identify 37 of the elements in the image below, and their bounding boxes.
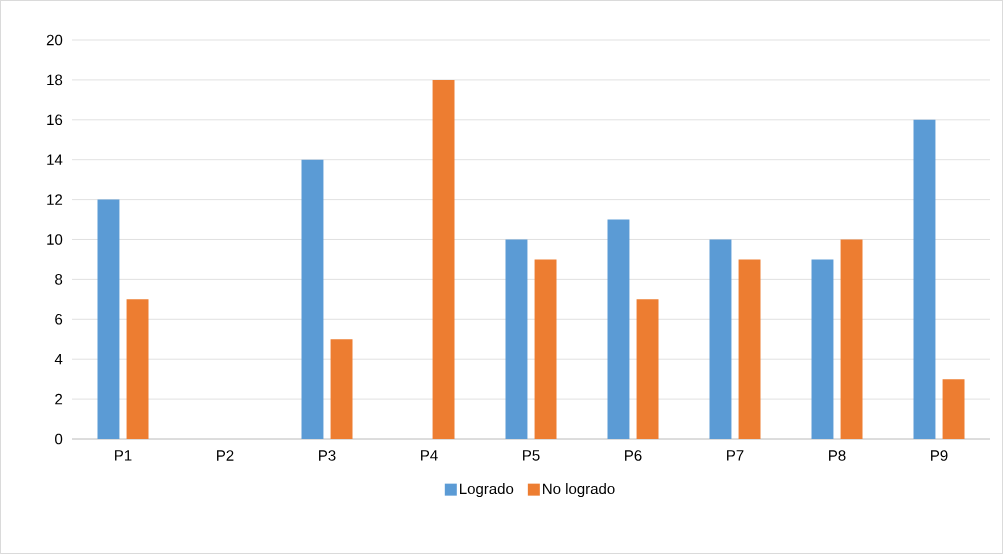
legend-label: Logrado	[460, 483, 514, 498]
x-tick-label: P6	[625, 450, 642, 461]
legend-label: No logrado	[543, 483, 615, 498]
x-tick-label: P8	[829, 450, 846, 461]
y-tick-label: 8	[55, 274, 63, 285]
y-tick-label: 10	[47, 234, 63, 245]
x-tick-label: P3	[319, 450, 336, 461]
x-tick-label: P2	[217, 450, 234, 461]
x-tick-label: P4	[421, 450, 438, 461]
bar	[432, 79, 455, 439]
bar	[534, 259, 557, 439]
x-tick-label: P1	[115, 450, 132, 461]
y-tick-label: 6	[55, 313, 63, 325]
bar	[636, 299, 659, 439]
bar	[301, 159, 324, 439]
y-tick-label: 4	[54, 354, 63, 365]
bar	[709, 239, 732, 439]
y-tick-label: 2	[55, 393, 63, 405]
bar	[811, 259, 834, 439]
bar	[607, 219, 630, 439]
bar	[942, 379, 965, 439]
y-tick-label: 14	[47, 154, 63, 165]
bar	[738, 259, 761, 439]
x-tick-label: P5	[523, 450, 540, 461]
y-tick-label: 18	[47, 74, 63, 86]
bar	[126, 299, 149, 439]
y-tick-label: 12	[47, 194, 63, 205]
bar	[840, 239, 863, 439]
bar	[913, 119, 936, 439]
bar	[505, 239, 528, 439]
bar	[97, 199, 120, 439]
x-tick-label: P9	[931, 450, 948, 461]
y-tick-label: 0	[55, 433, 63, 445]
y-tick-label: 20	[46, 34, 63, 46]
y-tick-label: 16	[47, 114, 63, 126]
bar	[330, 339, 353, 439]
x-tick-label: P7	[727, 450, 744, 461]
